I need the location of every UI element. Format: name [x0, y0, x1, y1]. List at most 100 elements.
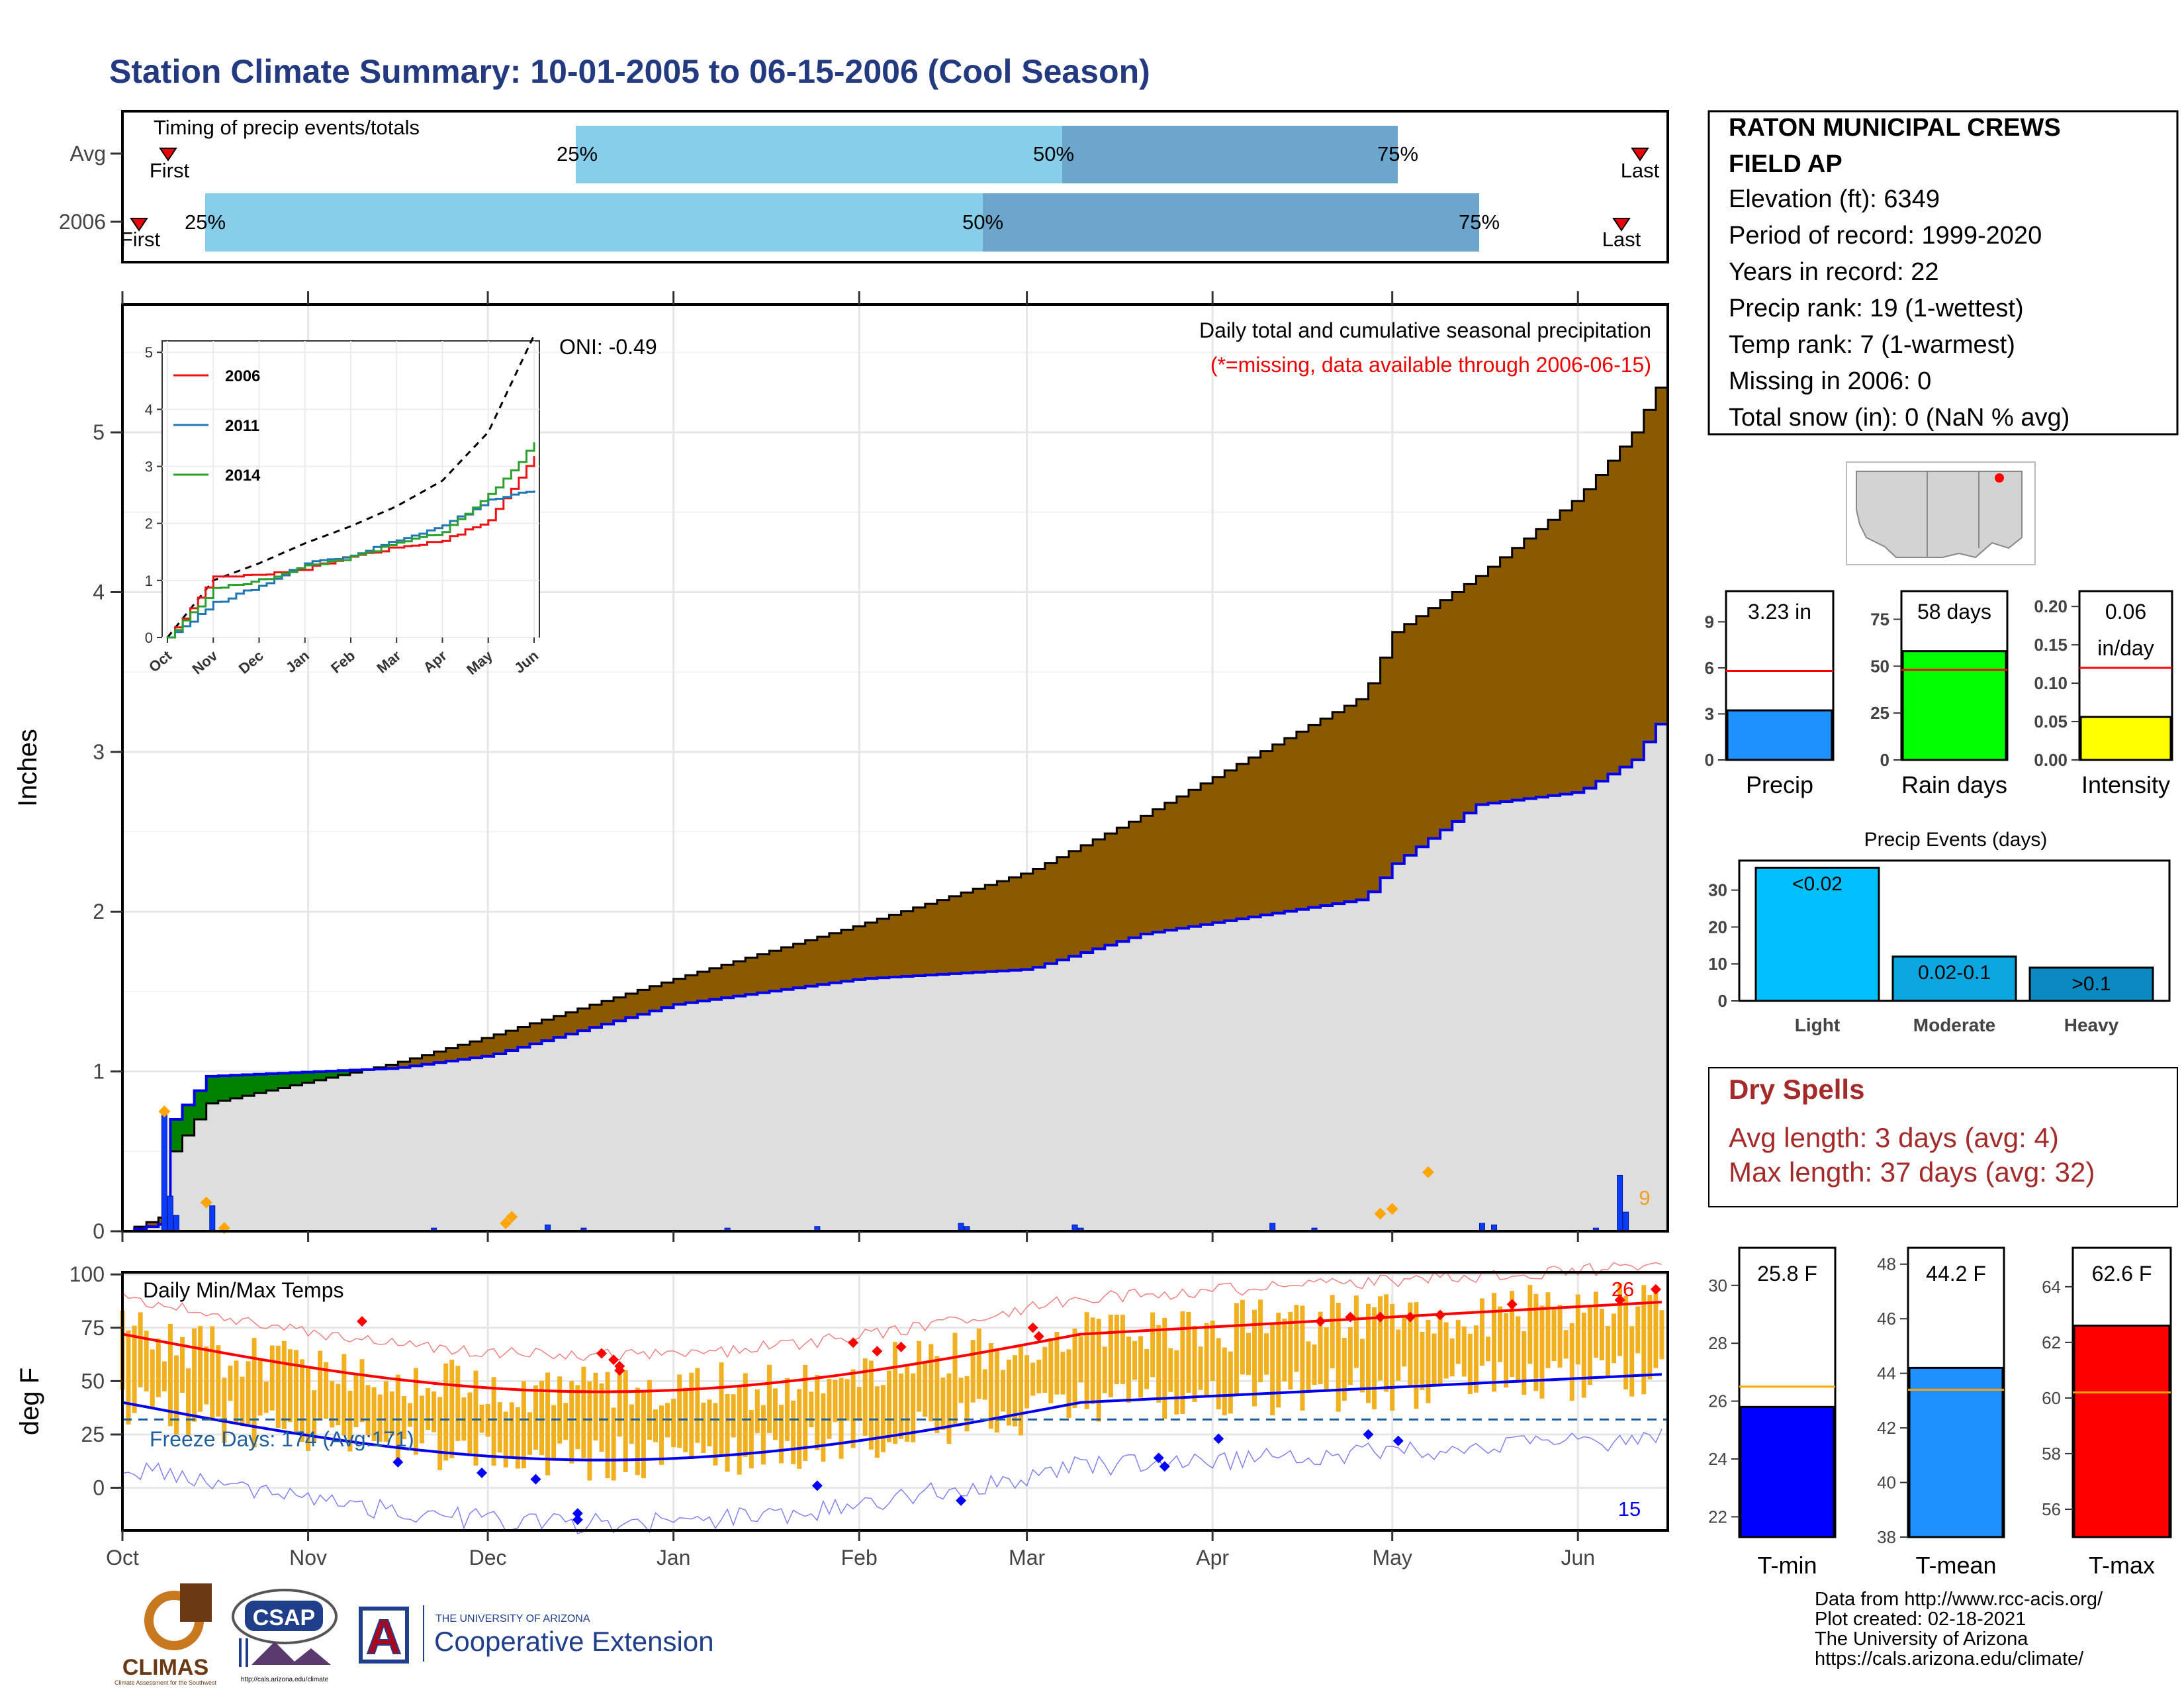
daily-temp-bar: [611, 1407, 616, 1481]
daily-temp-bar: [1000, 1370, 1005, 1412]
temp-summary-tick-label: 30: [1708, 1276, 1727, 1295]
temp-summary-value: 44.2 F: [1926, 1262, 1986, 1286]
mini-chart-label: Precip: [1746, 771, 1813, 798]
daily-temp-bar: [617, 1367, 622, 1437]
temp-summary-tick-label: 56: [2042, 1499, 2061, 1519]
daily-temp-bar: [1264, 1333, 1269, 1375]
daily-temp-bar: [821, 1393, 826, 1462]
daily-temp-bar: [1276, 1313, 1281, 1408]
record-high-marker: [357, 1316, 368, 1327]
daily-temp-bar: [257, 1360, 263, 1416]
daily-temp-bar: [766, 1364, 772, 1433]
daily-temp-bar: [545, 1372, 551, 1476]
timing-year-first: First: [120, 228, 161, 251]
new-mexico-shape: [1927, 471, 2023, 559]
station-elevation: Elevation (ft): 6349: [1729, 185, 1940, 213]
daily-temp-bar: [126, 1330, 131, 1425]
station-info-box: RATON MUNICIPAL CREWS FIELD AP Elevation…: [1707, 110, 2179, 436]
record-high-marker: [895, 1341, 907, 1352]
daily-temp-bar: [785, 1378, 790, 1441]
daily-temp-bar: [216, 1345, 221, 1417]
timing-year-p50: 50%: [962, 211, 1003, 234]
events-bar-label: 0.02-0.1: [1918, 962, 1991, 984]
page-title: Station Climate Summary: 10-01-2005 to 0…: [109, 53, 1150, 90]
daily-temp-bar: [527, 1412, 532, 1455]
daily-temp-bar: [1090, 1317, 1095, 1404]
daily-temp-bar: [269, 1345, 275, 1411]
daily-precip-bar: [1617, 1175, 1623, 1232]
record-low-marker: [1213, 1433, 1224, 1444]
daily-temp-bar: [779, 1405, 784, 1464]
record-high-marker: [1375, 1311, 1386, 1323]
daily-temp-bar: [1150, 1312, 1156, 1378]
temp-summary-label: T-min: [1758, 1552, 1817, 1579]
temp-summary-value: 25.8 F: [1757, 1262, 1817, 1286]
daily-precip-bar: [1623, 1211, 1629, 1232]
daily-temp-bar: [1228, 1351, 1233, 1414]
temp-summary-bar: [1908, 1366, 2004, 1538]
station-years: Years in record: 22: [1729, 258, 1939, 286]
timing-panel: Timing of precip events/totals Avg 2006 …: [59, 110, 1669, 263]
month-label: May: [1372, 1546, 1412, 1570]
station-period: Period of record: 1999-2020: [1729, 222, 2042, 250]
daily-temp-bar: [306, 1366, 311, 1451]
daily-temp-bar: [509, 1402, 514, 1457]
daily-temp-bar: [1192, 1326, 1197, 1402]
record-high-marker: [1506, 1299, 1518, 1310]
climas-logo-sub: Climate Assessment for the Southwest: [114, 1679, 217, 1686]
daily-temp-bar: [557, 1376, 563, 1444]
daily-temp-bar: [563, 1403, 569, 1440]
daily-temp-bar: [324, 1362, 329, 1419]
daily-temp-bar: [1036, 1360, 1042, 1393]
daily-temp-bar: [186, 1368, 191, 1436]
temp-summary-tick-label: 44: [1877, 1364, 1896, 1383]
record-high-marker: [848, 1337, 859, 1348]
month-label: Nov: [289, 1546, 327, 1570]
temp-ylabel: deg F: [15, 1368, 44, 1435]
daily-temp-bar: [1498, 1306, 1503, 1362]
daily-temp-bar: [521, 1381, 526, 1469]
temp-summary-bar: [1739, 1405, 1835, 1538]
daily-temp-bar: [161, 1361, 167, 1391]
daily-temp-bar: [455, 1366, 461, 1441]
daily-temp-bar: [905, 1365, 910, 1442]
credit-line3: The University of Arizona: [1815, 1628, 2028, 1650]
csap-logo-text: CSAP: [253, 1605, 315, 1630]
temp-summary-tick-label: 48: [1877, 1254, 1896, 1274]
daily-temp-bar: [1096, 1319, 1101, 1422]
temp-summary-label: T-mean: [1915, 1552, 1996, 1579]
daily-temp-bar: [1384, 1294, 1389, 1392]
daily-temp-bar: [719, 1362, 724, 1456]
daily-temp-bar: [234, 1360, 239, 1424]
daily-temp-bar: [1198, 1346, 1203, 1390]
record-low-marker: [392, 1456, 404, 1468]
mini-chart-tick-label: 0.10: [2034, 673, 2068, 693]
ua-extension-logo: A THE UNIVERSITY OF ARIZONA Cooperative …: [359, 1605, 714, 1665]
daily-temp-bar: [856, 1387, 862, 1421]
mini-chart-bar: [1726, 709, 1833, 761]
daily-temp-bar: [917, 1340, 922, 1412]
daily-temp-bar: [653, 1409, 658, 1442]
timing-year-p25: 25%: [185, 211, 226, 234]
timing-avg-last-marker: [1631, 148, 1649, 162]
daily-temp-bar: [1048, 1338, 1054, 1404]
daily-temp-bar: [401, 1396, 406, 1440]
daily-temp-bar: [635, 1387, 640, 1476]
timing-avg-first-marker: [159, 148, 177, 162]
dry-spells-avg: Avg length: 3 days (avg: 4): [1729, 1122, 2059, 1153]
climas-logo: CLIMAS Climate Assessment for the Southw…: [114, 1583, 217, 1686]
daily-temp-bar: [228, 1365, 233, 1401]
hot-day-count: 26: [1612, 1278, 1634, 1301]
daily-temp-bar: [503, 1411, 508, 1468]
temp-summary-value: 62.6 F: [2092, 1262, 2152, 1286]
daily-temp-bar: [862, 1358, 868, 1436]
daily-temp-bar: [1336, 1302, 1341, 1412]
events-category-label: Moderate: [1913, 1015, 1995, 1035]
daily-temp-bar: [1587, 1306, 1592, 1385]
daily-temp-bar: [982, 1369, 987, 1400]
daily-temp-bar: [1653, 1291, 1659, 1368]
cumulative-2006-line: [122, 715, 1669, 1233]
temp-summary-tick-label: 58: [2042, 1444, 2061, 1464]
daily-temp-bar: [1443, 1322, 1449, 1379]
